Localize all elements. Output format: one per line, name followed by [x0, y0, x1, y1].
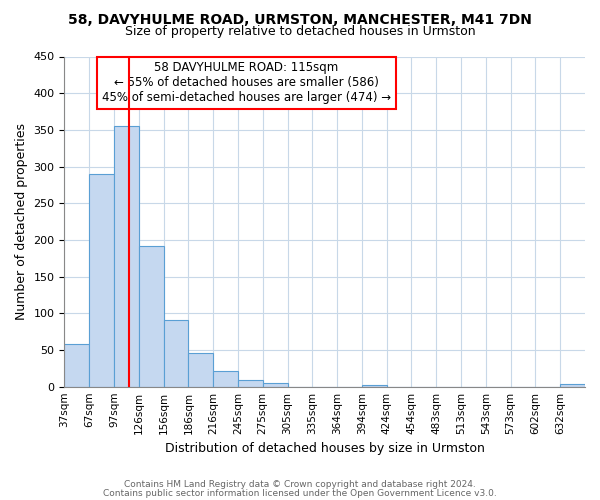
Bar [188, 353, 213, 386]
Bar [263, 383, 287, 386]
X-axis label: Distribution of detached houses by size in Urmston: Distribution of detached houses by size … [165, 442, 485, 455]
Bar [238, 380, 263, 386]
Bar [139, 246, 164, 386]
Text: Size of property relative to detached houses in Urmston: Size of property relative to detached ho… [125, 25, 475, 38]
Bar [164, 320, 188, 386]
Text: 58, DAVYHULME ROAD, URMSTON, MANCHESTER, M41 7DN: 58, DAVYHULME ROAD, URMSTON, MANCHESTER,… [68, 12, 532, 26]
Y-axis label: Number of detached properties: Number of detached properties [15, 123, 28, 320]
Text: Contains public sector information licensed under the Open Government Licence v3: Contains public sector information licen… [103, 488, 497, 498]
Text: Contains HM Land Registry data © Crown copyright and database right 2024.: Contains HM Land Registry data © Crown c… [124, 480, 476, 489]
Bar [560, 384, 585, 386]
Bar [64, 344, 89, 387]
Bar [114, 126, 139, 386]
Text: 58 DAVYHULME ROAD: 115sqm
← 55% of detached houses are smaller (586)
45% of semi: 58 DAVYHULME ROAD: 115sqm ← 55% of detac… [102, 62, 391, 104]
Bar [213, 372, 238, 386]
Bar [89, 174, 114, 386]
Bar [362, 385, 386, 386]
